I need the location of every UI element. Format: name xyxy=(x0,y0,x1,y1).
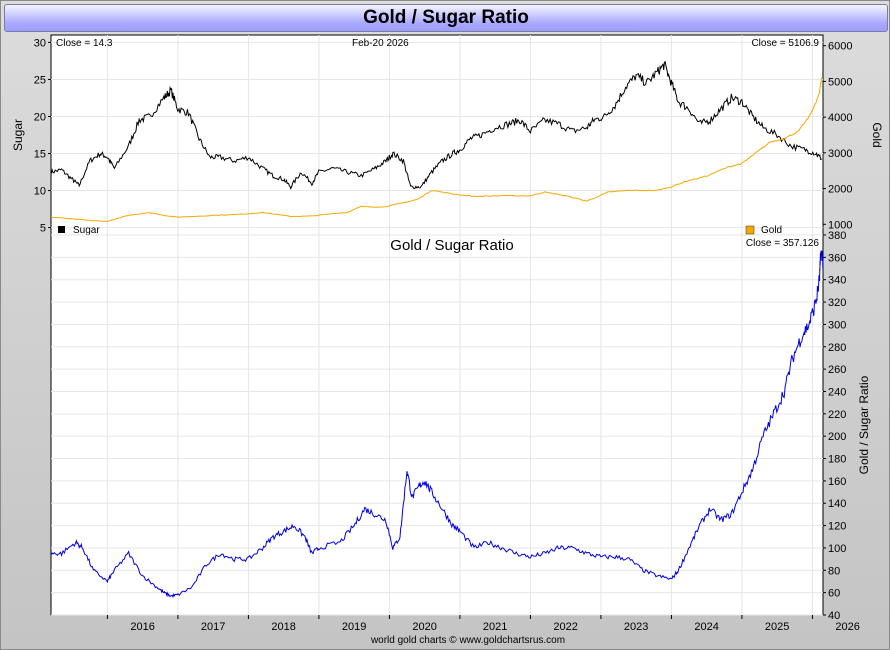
bottom-grid xyxy=(51,234,823,616)
top-right-tick-label: 6000 xyxy=(828,41,852,53)
ratio-tick-label: 60 xyxy=(828,588,840,600)
ratio-panel-title: Gold / Sugar Ratio xyxy=(390,237,513,254)
footer-credit: world gold charts © www.goldchartsrus.co… xyxy=(370,635,565,646)
gold-close-label: Close = 5106.9 xyxy=(751,38,819,49)
top-right-tick-label: 5000 xyxy=(828,76,852,88)
x-tick-label: 2016 xyxy=(130,621,154,633)
x-tick-label: 2020 xyxy=(412,621,436,633)
top-series-lines xyxy=(50,60,823,223)
ratio-tick-label: 120 xyxy=(828,521,846,533)
ratio-tick-label: 380 xyxy=(828,230,846,242)
sugar-legend-label: Sugar xyxy=(73,225,100,236)
ratio-tick-label: 240 xyxy=(828,386,846,398)
x-tick-label: 2019 xyxy=(342,621,366,633)
title-bar: Gold / Sugar Ratio xyxy=(4,4,888,32)
ratio-tick-label: 320 xyxy=(828,297,846,309)
top-plot-area xyxy=(50,34,824,236)
ratio-tick-label: 300 xyxy=(828,319,846,331)
ratio-tick-label: 140 xyxy=(828,498,846,510)
gold-legend-swatch xyxy=(745,225,755,235)
ratio-line xyxy=(50,250,824,599)
bottom-series-lines xyxy=(50,250,824,599)
ratio-tick-label: 40 xyxy=(828,610,840,622)
x-tick-label: 2023 xyxy=(624,621,648,633)
sugar-legend-swatch xyxy=(58,226,65,233)
x-tick-label: 2026 xyxy=(835,621,859,633)
top-right-axis-label: Gold xyxy=(870,122,884,147)
chart-title: Gold / Sugar Ratio xyxy=(363,7,529,28)
top-left-tick-label: 15 xyxy=(34,149,46,161)
top-left-tick-label: 5 xyxy=(40,223,46,235)
top-right-tick-label: 3000 xyxy=(828,148,852,160)
top-grid xyxy=(51,35,823,235)
ratio-tick-label: 200 xyxy=(828,431,846,443)
ratio-axis-label: Gold / Sugar Ratio xyxy=(857,375,871,474)
top-left-tick-label: 25 xyxy=(34,74,46,86)
ratio-tick-label: 180 xyxy=(828,454,846,466)
top-left-axis-ticks: 5 10 15 20 25 30 xyxy=(34,37,51,235)
x-tick-label: 2025 xyxy=(765,621,789,633)
ratio-tick-label: 360 xyxy=(828,252,846,264)
ratio-tick-label: 260 xyxy=(828,364,846,376)
date-label: Feb-20 2026 xyxy=(352,38,409,49)
sugar-line xyxy=(50,60,822,190)
x-tick-label: 2017 xyxy=(201,621,225,633)
top-left-tick-label: 10 xyxy=(34,186,46,198)
x-tick-label: 2021 xyxy=(483,621,507,633)
ratio-tick-label: 280 xyxy=(828,342,846,354)
gold-line xyxy=(50,77,823,223)
top-left-tick-label: 20 xyxy=(34,111,46,123)
top-right-tick-label: 4000 xyxy=(828,112,852,124)
gold-legend-label: Gold xyxy=(761,225,782,236)
top-right-tick-label: 2000 xyxy=(828,184,852,196)
ratio-tick-label: 80 xyxy=(828,565,840,577)
x-tick-label: 2022 xyxy=(553,621,577,633)
ratio-tick-label: 100 xyxy=(828,543,846,555)
bottom-plot-area xyxy=(50,234,824,616)
top-left-axis-label: Sugar xyxy=(11,119,25,151)
ratio-tick-label: 220 xyxy=(828,409,846,421)
top-right-tick-label: 1000 xyxy=(828,219,852,231)
top-right-axis-ticks: 1000 2000 3000 4000 5000 6000 xyxy=(823,41,852,231)
x-tick-label: 2018 xyxy=(271,621,295,633)
ratio-tick-label: 160 xyxy=(828,476,846,488)
x-axis-ticks: 2016 2017 2018 2019 2020 2021 2022 2023 2024 2025… xyxy=(106,615,860,633)
ratio-close-label: Close = 357.126 xyxy=(746,238,820,249)
x-tick-label: 2024 xyxy=(694,621,718,633)
sugar-close-label: Close = 14.3 xyxy=(56,38,113,49)
ratio-tick-label: 340 xyxy=(828,275,846,287)
top-left-tick-label: 30 xyxy=(34,37,46,49)
bottom-right-axis-ticks: 40 60 80 100 120 140 160 180 200 220 240 260 280 300 3… xyxy=(823,230,846,622)
